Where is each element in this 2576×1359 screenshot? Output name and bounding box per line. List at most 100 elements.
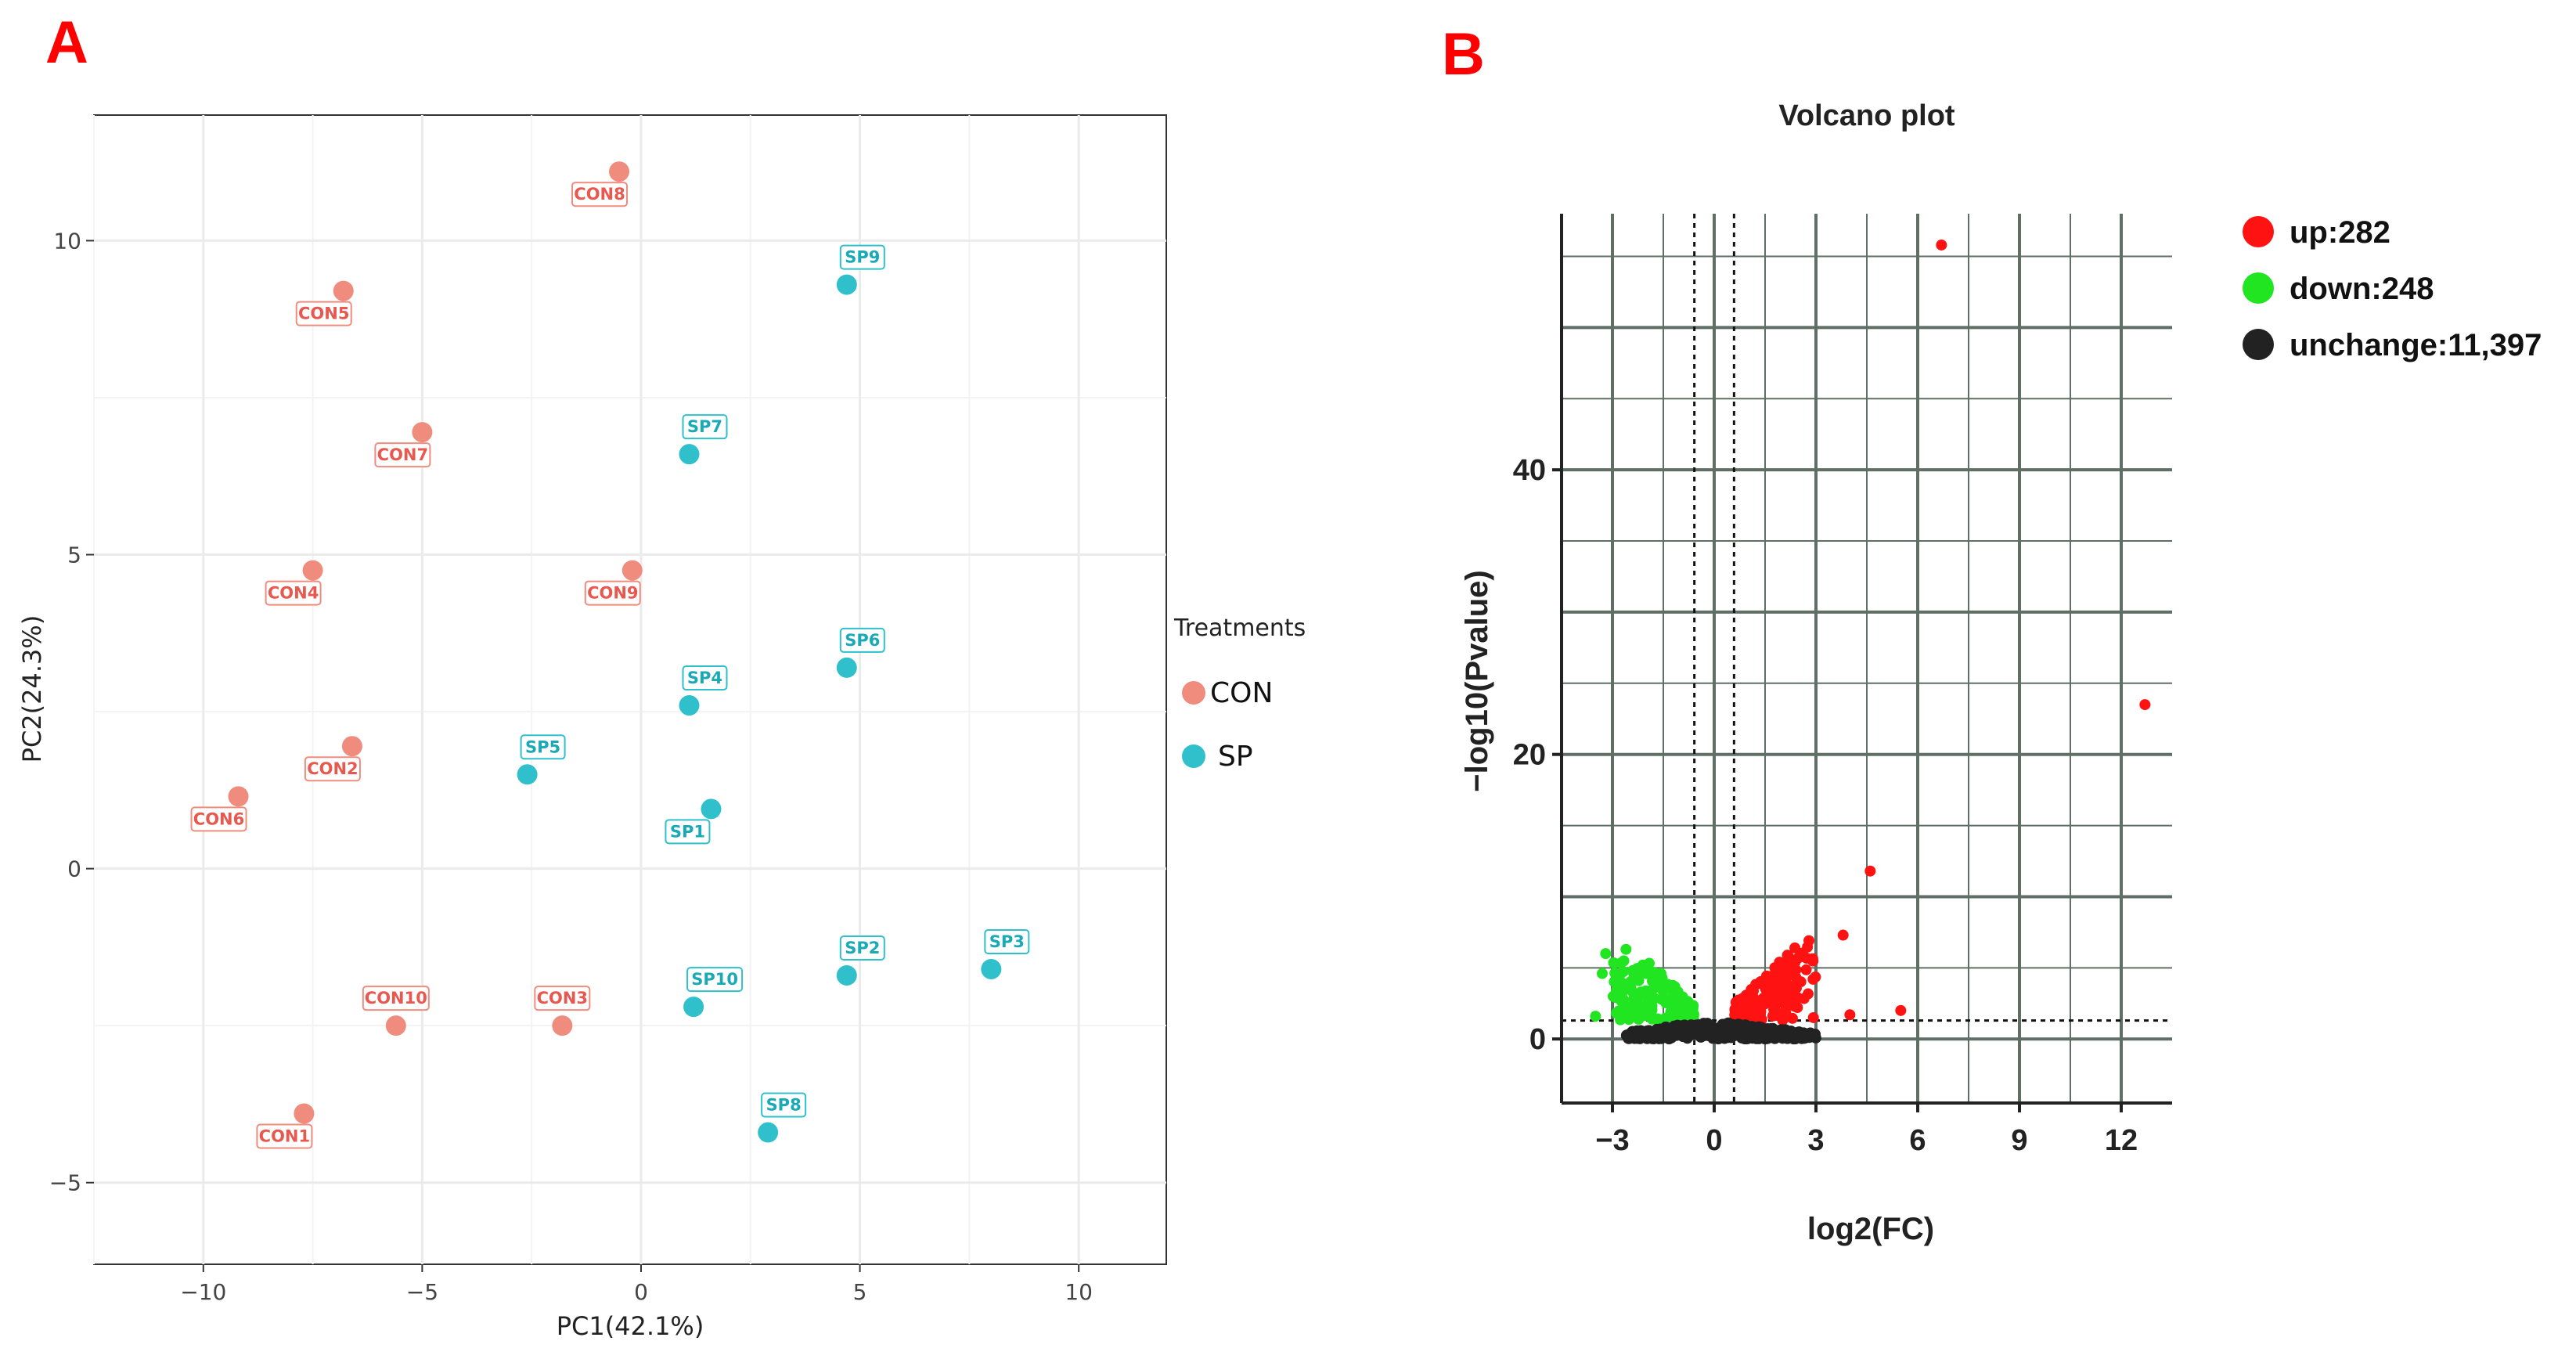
volcano-point-down bbox=[1617, 993, 1629, 1005]
legend-unchange-marker bbox=[2243, 329, 2274, 360]
volcano-legend: up:282 down:248 unchange:11,397 bbox=[2243, 215, 2542, 362]
volcano-point-unchange bbox=[1702, 1029, 1713, 1041]
pca-y-axis-title: PC2(24.3%) bbox=[17, 615, 47, 763]
pca-point-label-box bbox=[839, 244, 885, 270]
legend-unchange-label: unchange:11,397 bbox=[2290, 328, 2542, 362]
volcano-x-tick-label: 3 bbox=[1807, 1124, 1824, 1157]
pca-point-con9 bbox=[621, 560, 643, 581]
volcano-point-down bbox=[1618, 955, 1630, 967]
pca-point-label: CON1 bbox=[259, 1126, 310, 1145]
pca-point-label-box bbox=[534, 986, 591, 1011]
volcano-point-down bbox=[1672, 986, 1684, 998]
volcano-point-up bbox=[1936, 239, 1947, 251]
legend-con-marker bbox=[1182, 681, 1205, 705]
pca-point-label: CON7 bbox=[377, 445, 428, 464]
volcano-point-unchange bbox=[1753, 1033, 1765, 1044]
pca-point-label: CON10 bbox=[365, 989, 427, 1008]
volcano-point-up bbox=[1777, 957, 1789, 969]
volcano-point-up bbox=[1754, 996, 1766, 1008]
pca-point-con8 bbox=[609, 161, 630, 182]
pca-point-label: SP4 bbox=[687, 669, 722, 687]
pca-legend-title: Treatments bbox=[1173, 615, 1306, 642]
pca-plot: −10 −5 0 5 10 −5 0 5 10 CON1 CON2 CON3 CON4 CON5 CON6… bbox=[17, 114, 1306, 1341]
volcano-point-up bbox=[1895, 1004, 1907, 1016]
pca-point-label: CON4 bbox=[268, 584, 319, 603]
pca-plot-frame bbox=[93, 114, 1167, 1265]
pca-point-con1 bbox=[294, 1103, 315, 1124]
pca-point-label-box bbox=[520, 734, 566, 760]
pca-point-sp3 bbox=[981, 958, 1002, 979]
volcano-point-down bbox=[1611, 1008, 1623, 1019]
pca-point-label-box bbox=[584, 580, 641, 606]
pca-point-label-box bbox=[984, 928, 1030, 954]
volcano-point-down bbox=[1597, 968, 1608, 979]
pca-y-tick-label: 5 bbox=[67, 543, 81, 568]
volcano-point-down bbox=[1650, 1013, 1662, 1025]
volcano-title: Volcano plot bbox=[1778, 99, 1955, 132]
volcano-plot: Volcano plot −3 0 3 6 9 12 0 20 40 log2(FC) −log… bbox=[1460, 99, 2542, 1246]
volcano-x-tick-label: −3 bbox=[1595, 1124, 1629, 1157]
volcano-point-up bbox=[1803, 935, 1815, 946]
volcano-point-up bbox=[1837, 929, 1849, 941]
pca-point-label: SP2 bbox=[845, 939, 880, 957]
pca-point-label-box bbox=[256, 1123, 313, 1149]
pca-point-label-box bbox=[686, 967, 744, 993]
volcano-point-up bbox=[1864, 865, 1876, 877]
pca-point-label-box bbox=[571, 182, 629, 207]
pca-point-sp9 bbox=[836, 274, 857, 295]
legend-sp-marker bbox=[1182, 744, 1205, 768]
volcano-point-unchange bbox=[1681, 1033, 1693, 1044]
volcano-point-down bbox=[1680, 998, 1692, 1010]
volcano-point-unchange bbox=[1655, 1031, 1667, 1043]
pca-point-label-box bbox=[362, 986, 430, 1011]
volcano-point-unchange bbox=[1670, 1029, 1682, 1041]
legend-sp-label: SP bbox=[1218, 741, 1253, 773]
volcano-point-down bbox=[1655, 981, 1666, 993]
volcano-point-down bbox=[1636, 1001, 1648, 1013]
volcano-y-tick-label: 0 bbox=[1529, 1023, 1546, 1056]
legend-up-label: up:282 bbox=[2290, 215, 2390, 250]
pca-x-axis-title: PC1(42.1%) bbox=[557, 1311, 704, 1341]
volcano-point-down bbox=[1646, 1004, 1658, 1016]
volcano-point-up bbox=[1798, 993, 1810, 1004]
volcano-y-axis-title: −log10(Pvalue) bbox=[1460, 570, 1494, 791]
pca-point-con3 bbox=[552, 1015, 573, 1036]
pca-point-label: CON2 bbox=[307, 759, 358, 778]
pca-point-con10 bbox=[385, 1015, 406, 1036]
pca-x-tick-label: 10 bbox=[1065, 1279, 1093, 1305]
volcano-point-unchange bbox=[1712, 1029, 1724, 1040]
pca-x-tick-label: 0 bbox=[634, 1279, 648, 1305]
pca-point-label: SP9 bbox=[845, 248, 880, 267]
volcano-point-down bbox=[1620, 943, 1632, 955]
pca-point-label: CON8 bbox=[574, 185, 625, 204]
panel-b-letter: B bbox=[1442, 21, 1485, 88]
pca-point-label: SP1 bbox=[670, 822, 705, 841]
volcano-point-unchange bbox=[1699, 1018, 1710, 1029]
pca-point-label: SP5 bbox=[525, 737, 560, 756]
pca-point-label: SP10 bbox=[691, 970, 738, 989]
volcano-point-up bbox=[1844, 1009, 1856, 1021]
volcano-point-up bbox=[1786, 999, 1798, 1011]
pca-point-label-box bbox=[304, 756, 361, 782]
volcano-y-tick-label: 40 bbox=[1513, 454, 1546, 487]
pca-x-tick-label: −5 bbox=[406, 1279, 438, 1305]
pca-point-con7 bbox=[412, 422, 433, 443]
pca-point-con2 bbox=[341, 736, 362, 757]
pca-point-sp7 bbox=[679, 444, 700, 465]
volcano-point-down bbox=[1611, 984, 1623, 996]
volcano-point-down bbox=[1600, 948, 1612, 960]
volcano-threshold-lines bbox=[1562, 214, 2172, 1103]
pca-point-label: CON6 bbox=[193, 809, 244, 828]
volcano-point-up bbox=[1742, 992, 1754, 1004]
volcano-point-unchange bbox=[1732, 1027, 1744, 1039]
pca-legend: Treatments CON SP bbox=[1173, 615, 1306, 773]
pca-point-sp5 bbox=[517, 764, 538, 785]
volcano-point-unchange bbox=[1761, 1033, 1773, 1044]
pca-point-label: CON9 bbox=[587, 584, 638, 603]
volcano-x-tick-label: 9 bbox=[2011, 1124, 2027, 1157]
volcano-point-unchange bbox=[1641, 1028, 1652, 1040]
volcano-point-up bbox=[2139, 699, 2151, 711]
pca-point-label-box bbox=[665, 819, 711, 845]
pca-point-sp4 bbox=[679, 695, 700, 716]
